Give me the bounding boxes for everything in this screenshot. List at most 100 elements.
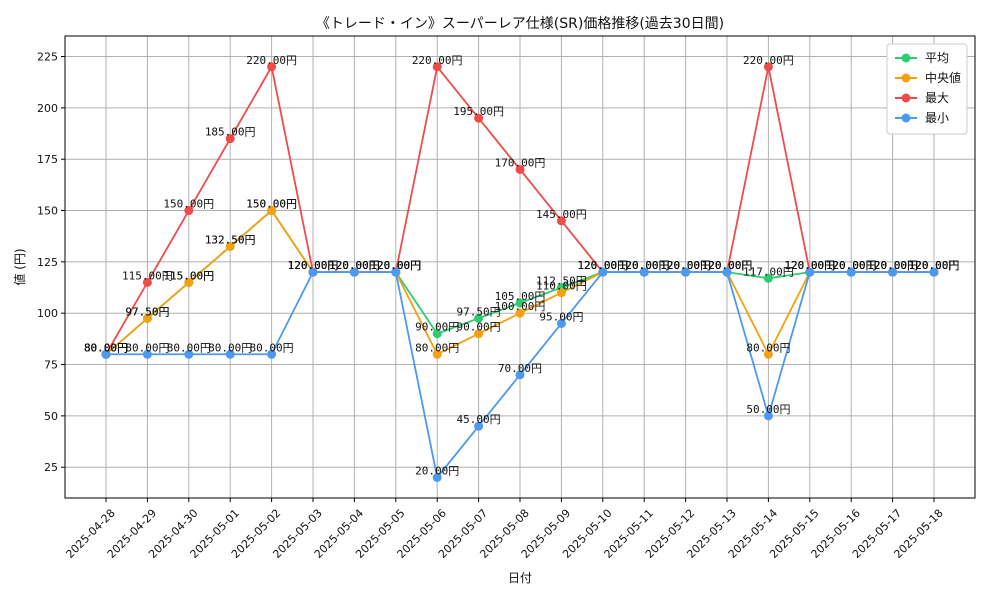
data-label: 80.00円 (250, 341, 294, 354)
legend-swatch-marker (901, 73, 911, 83)
series-point (349, 267, 359, 277)
series-point (225, 241, 235, 251)
series-point (763, 62, 773, 72)
data-label: 120.00円 (577, 259, 628, 272)
data-label: 120.00円 (909, 259, 960, 272)
data-label: 120.00円 (288, 259, 339, 272)
series-point (681, 267, 691, 277)
series-point (763, 349, 773, 359)
data-label: 120.00円 (329, 259, 380, 272)
data-label: 80.00円 (84, 341, 128, 354)
data-label: 120.00円 (826, 259, 877, 272)
series-point (225, 134, 235, 144)
series-point (142, 277, 152, 287)
data-label: 120.00円 (909, 259, 960, 272)
data-label: 70.00円 (498, 362, 542, 375)
data-label: 120.00円 (329, 259, 380, 272)
data-label: 150.00円 (163, 198, 214, 211)
data-label: 120.00円 (288, 259, 339, 272)
y-tick-label: 150 (37, 205, 58, 218)
data-label: 80.00円 (208, 341, 252, 354)
data-label: 105.00円 (495, 290, 546, 303)
series-point (888, 267, 898, 277)
data-label: 120.00円 (329, 259, 380, 272)
data-label: 45.00円 (457, 413, 501, 426)
data-label: 120.00円 (370, 259, 421, 272)
data-label: 185.00円 (205, 126, 256, 139)
data-label: 120.00円 (909, 259, 960, 272)
data-label: 120.00円 (826, 259, 877, 272)
data-label: 97.50円 (125, 305, 169, 318)
series-point (763, 273, 773, 283)
data-label: 120.00円 (288, 259, 339, 272)
data-label: 120.00円 (577, 259, 628, 272)
legend-entry: 最小 (925, 111, 949, 125)
series-layer (101, 62, 939, 482)
data-label: 80.00円 (746, 341, 790, 354)
legend-swatch-marker (901, 53, 911, 63)
data-label: 120.00円 (660, 259, 711, 272)
data-label: 115.00円 (163, 269, 214, 282)
data-label: 117.00円 (743, 265, 794, 278)
y-tick-label: 175 (37, 153, 58, 166)
data-label: 120.00円 (660, 259, 711, 272)
series-point (515, 298, 525, 308)
data-label: 120.00円 (867, 259, 918, 272)
data-label: 120.00円 (867, 259, 918, 272)
series-point (142, 349, 152, 359)
data-label: 120.00円 (702, 259, 753, 272)
data-label: 170.00円 (495, 156, 546, 169)
series-point (184, 349, 194, 359)
legend-swatch-marker (901, 93, 911, 103)
data-label: 80.00円 (167, 341, 211, 354)
chart-title: 《トレード・イン》スーパーレア仕様(SR)価格推移(過去30日間) (316, 16, 724, 32)
data-label: 120.00円 (826, 259, 877, 272)
series-point (432, 349, 442, 359)
data-label: 90.00円 (415, 321, 459, 334)
data-label: 120.00円 (370, 259, 421, 272)
data-label-layer: 80.00円 97.50円 115.00円 132.50円 150.00円 120.00円… (84, 54, 959, 478)
data-label: 120.00円 (702, 259, 753, 272)
series-point (432, 62, 442, 72)
legend-box (886, 43, 968, 135)
x-axis-label: 日付 (508, 571, 532, 585)
series-point (391, 267, 401, 277)
series-point (515, 164, 525, 174)
data-label: 132.50円 (205, 233, 256, 246)
data-label: 115.00円 (163, 269, 214, 282)
series-point (225, 349, 235, 359)
series-point (432, 472, 442, 482)
series-point (805, 267, 815, 277)
series-point (267, 62, 277, 72)
data-label: 80.00円 (84, 341, 128, 354)
data-label: 110.00円 (536, 280, 587, 293)
legend-entry: 中央値 (925, 70, 961, 85)
series-point (639, 267, 649, 277)
series-point (556, 288, 566, 298)
y-tick-label: 25 (44, 461, 58, 474)
data-label: 120.00円 (619, 259, 670, 272)
data-label: 95.00円 (539, 310, 583, 323)
data-label: 50.00円 (746, 403, 790, 416)
series-point (267, 349, 277, 359)
data-label: 120.00円 (619, 259, 670, 272)
data-label: 100.00円 (495, 300, 546, 313)
series-point (474, 421, 484, 431)
data-label: 120.00円 (784, 259, 835, 272)
series-point (474, 329, 484, 339)
data-label: 120.00円 (867, 259, 918, 272)
data-label: 120.00円 (784, 259, 835, 272)
y-tick-label: 125 (37, 256, 58, 269)
series-point (432, 329, 442, 339)
data-label: 120.00円 (619, 259, 670, 272)
series-point (184, 206, 194, 216)
y-tick-label: 50 (44, 410, 58, 423)
data-label: 120.00円 (577, 259, 628, 272)
series-point (722, 267, 732, 277)
data-label: 80.00円 (125, 341, 169, 354)
grid-layer (65, 36, 975, 498)
data-label: 120.00円 (619, 259, 670, 272)
data-label: 97.50円 (457, 305, 501, 318)
